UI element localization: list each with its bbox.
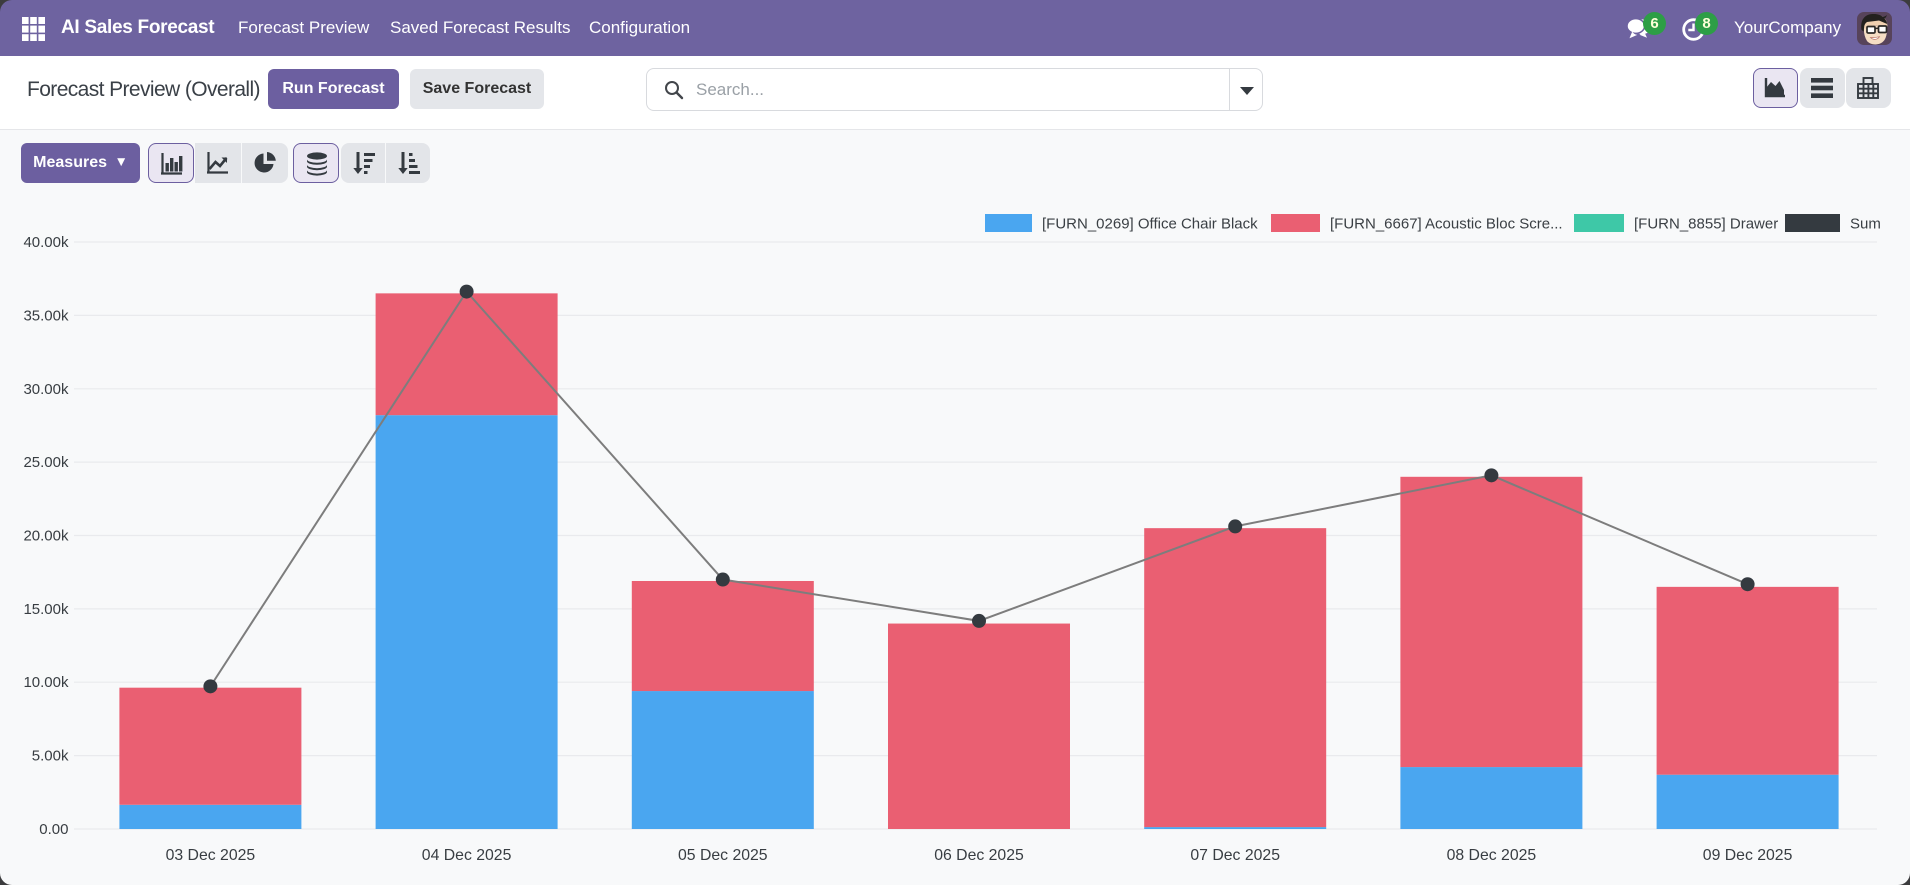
svg-text:Sum: Sum bbox=[1850, 216, 1881, 233]
svg-text:40.00k: 40.00k bbox=[23, 234, 69, 251]
svg-text:25.00k: 25.00k bbox=[23, 454, 69, 471]
svg-text:15.00k: 15.00k bbox=[23, 601, 69, 618]
svg-text:07 Dec 2025: 07 Dec 2025 bbox=[1190, 847, 1280, 864]
svg-text:08 Dec 2025: 08 Dec 2025 bbox=[1447, 847, 1537, 864]
svg-text:06 Dec 2025: 06 Dec 2025 bbox=[934, 847, 1024, 864]
svg-text:05 Dec 2025: 05 Dec 2025 bbox=[678, 847, 768, 864]
svg-text:0.00: 0.00 bbox=[39, 821, 68, 838]
svg-text:5.00k: 5.00k bbox=[32, 748, 69, 765]
svg-text:35.00k: 35.00k bbox=[23, 307, 69, 324]
svg-text:[FURN_0269] Office Chair Black: [FURN_0269] Office Chair Black bbox=[1042, 216, 1258, 233]
svg-text:[FURN_8855] Drawer: [FURN_8855] Drawer bbox=[1634, 216, 1778, 233]
svg-text:03 Dec 2025: 03 Dec 2025 bbox=[166, 847, 256, 864]
svg-text:10.00k: 10.00k bbox=[23, 674, 69, 691]
svg-text:04 Dec 2025: 04 Dec 2025 bbox=[422, 847, 512, 864]
svg-text:20.00k: 20.00k bbox=[23, 528, 69, 545]
svg-text:30.00k: 30.00k bbox=[23, 381, 69, 398]
svg-text:09 Dec 2025: 09 Dec 2025 bbox=[1703, 847, 1793, 864]
svg-text:[FURN_6667] Acoustic Bloc Scre: [FURN_6667] Acoustic Bloc Scre... bbox=[1330, 216, 1563, 233]
